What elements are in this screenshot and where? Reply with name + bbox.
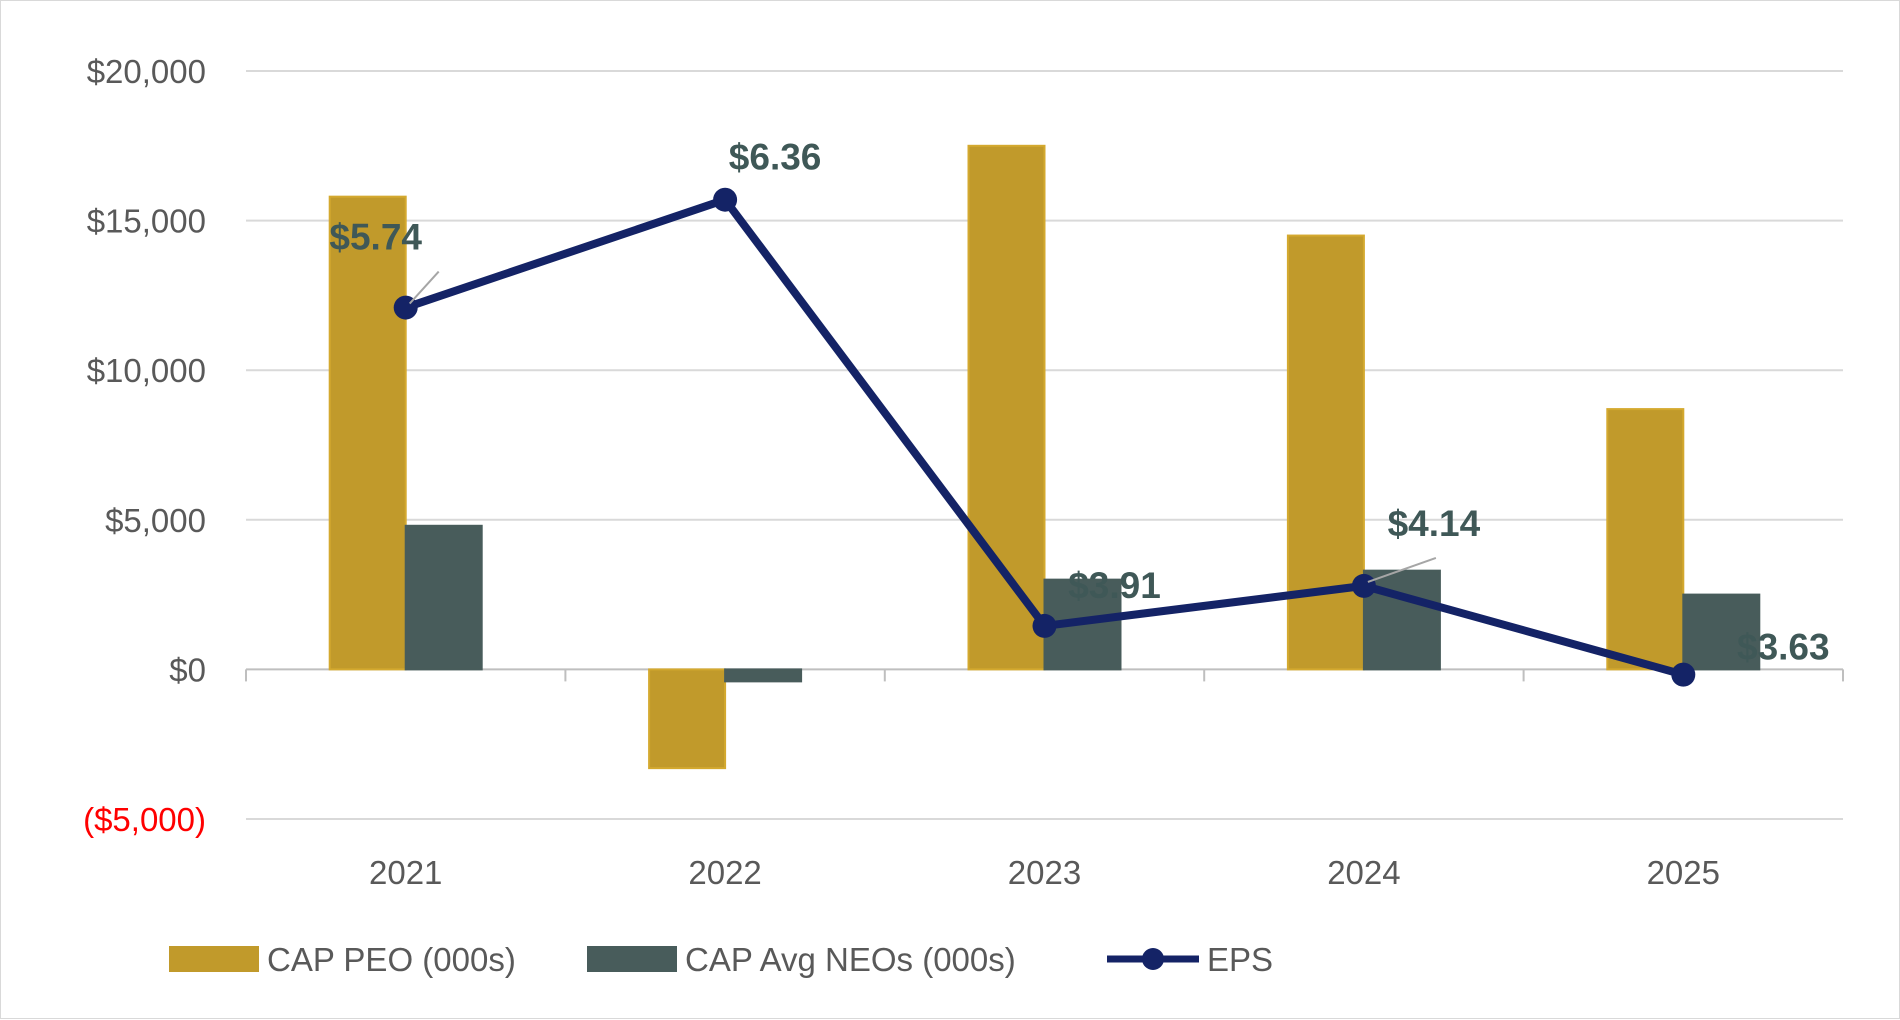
x-tick-label: 2021 <box>369 854 442 891</box>
eps-label-leader <box>408 270 440 305</box>
legend-label: EPS <box>1207 941 1273 978</box>
bar-cap-avg-neos <box>1682 593 1761 671</box>
legend-swatch <box>169 946 259 972</box>
bar-cap-avg-neos <box>404 524 483 671</box>
eps-data-label: $3.63 <box>1737 627 1830 668</box>
y-tick-label: $20,000 <box>87 53 206 90</box>
bar-cap-peo <box>648 668 727 770</box>
bar-cap-avg-neos <box>724 668 803 683</box>
x-tick-label: 2025 <box>1647 854 1720 891</box>
legend-label: CAP PEO (000s) <box>267 941 516 978</box>
bar-cap-peo <box>1286 234 1365 671</box>
legend-swatch <box>587 946 677 972</box>
bar-cap-peo <box>1606 408 1685 671</box>
eps-point <box>713 187 738 212</box>
eps-data-label: $6.36 <box>729 137 822 178</box>
bar-cap-peo <box>967 144 1046 671</box>
x-tick-label: 2023 <box>1008 854 1081 891</box>
eps-point <box>1032 613 1057 638</box>
y-tick-label: $15,000 <box>87 203 206 240</box>
eps-data-label: $4.14 <box>1388 503 1481 544</box>
x-tick-label: 2022 <box>688 854 761 891</box>
bar-cap-peo <box>328 195 407 671</box>
legend-label: CAP Avg NEOs (000s) <box>685 941 1016 978</box>
y-tick-label: $10,000 <box>87 352 206 389</box>
eps-point <box>1671 662 1696 687</box>
legend-marker-eps <box>1142 948 1164 970</box>
y-tick-label: ($5,000) <box>83 801 206 838</box>
eps-data-label: $3.91 <box>1068 565 1161 606</box>
y-tick-label: $5,000 <box>105 502 206 539</box>
eps-label-leader <box>1367 556 1437 583</box>
eps-point <box>1351 573 1376 598</box>
x-tick-label: 2024 <box>1327 854 1400 891</box>
y-tick-label: $0 <box>169 651 206 688</box>
eps-data-label: $5.74 <box>329 217 422 258</box>
